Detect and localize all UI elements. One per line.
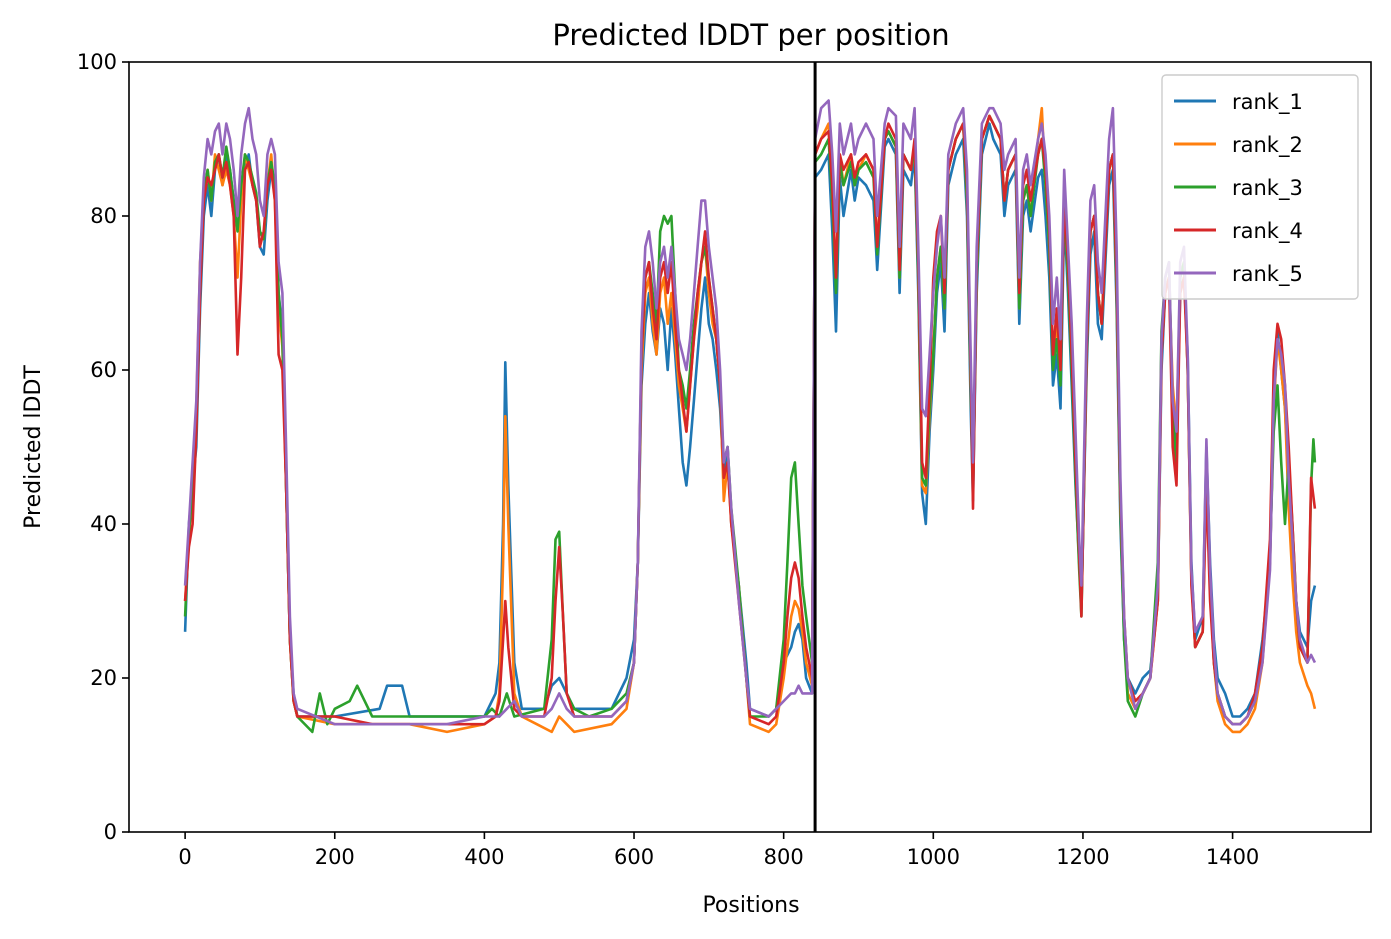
series-line-rank_3	[183, 114, 1317, 734]
chart-title: Predicted lDDT per position	[552, 18, 949, 52]
y-tick-label: 80	[90, 204, 117, 228]
legend: rank_1 rank_2 rank_3 rank_4 rank_5	[1161, 74, 1359, 300]
series-line-rank_2	[183, 106, 1317, 734]
x-tick-label: 1200	[1056, 845, 1109, 869]
x-tick-label: 400	[464, 845, 504, 869]
legend-label-rank_3: rank_3	[1232, 176, 1303, 201]
y-tick-label: 60	[90, 358, 117, 382]
series-line-rank_5	[183, 99, 1317, 726]
y-tick-label: 100	[77, 50, 117, 74]
x-tick-label: 1000	[907, 845, 960, 869]
x-tick-label: 800	[764, 845, 804, 869]
x-tick-label: 0	[178, 845, 191, 869]
x-tick-label: 200	[315, 845, 355, 869]
y-tick-label: 40	[90, 512, 117, 536]
x-tick-label: 1400	[1206, 845, 1259, 869]
y-tick-label: 20	[90, 666, 117, 690]
legend-box	[1161, 74, 1359, 300]
series-line-rank_1	[183, 122, 1317, 718]
y-axis-label: Predicted lDDT	[21, 365, 46, 529]
plot-frame	[128, 61, 1372, 833]
plot-area	[183, 62, 1317, 832]
x-axis-label: Positions	[702, 893, 799, 918]
x-tick-label: 600	[614, 845, 654, 869]
legend-label-rank_5: rank_5	[1232, 262, 1303, 287]
series-line-rank_4	[183, 114, 1317, 726]
legend-label-rank_2: rank_2	[1232, 133, 1303, 158]
y-tick-label: 0	[104, 820, 117, 844]
legend-label-rank_1: rank_1	[1232, 90, 1303, 115]
legend-label-rank_4: rank_4	[1232, 219, 1303, 244]
y-axis-ticks: 0 20 40 60 80 100	[77, 50, 129, 844]
x-axis-ticks: 0 200 400 600 800 1000 1200 1400	[178, 832, 1259, 869]
